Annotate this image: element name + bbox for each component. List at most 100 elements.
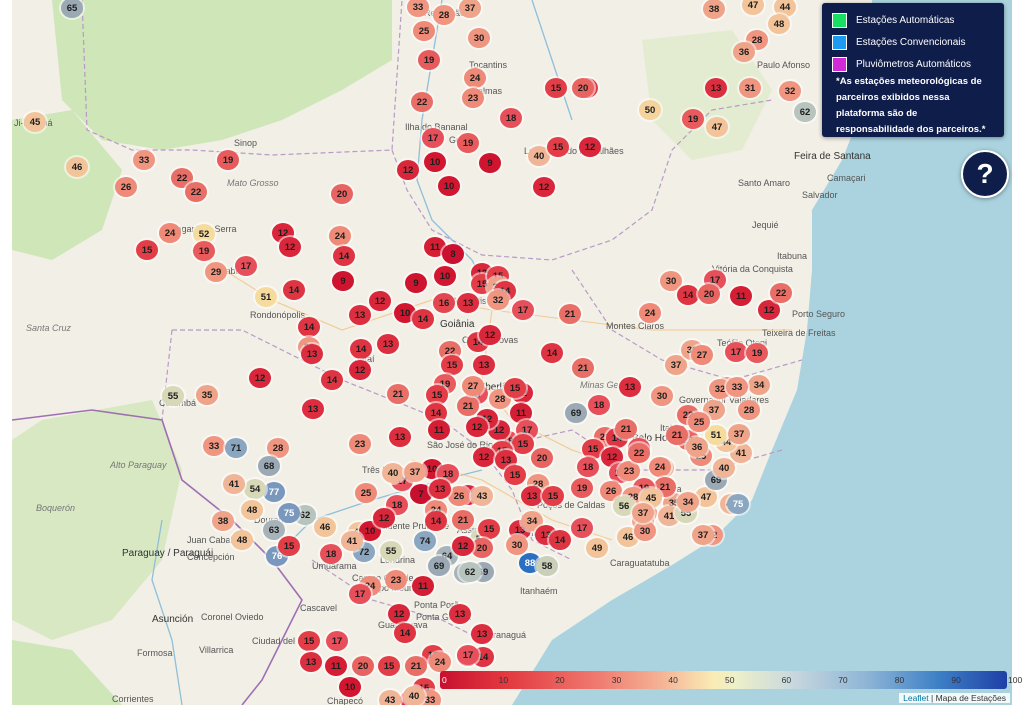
- station-marker[interactable]: 18: [500, 108, 522, 128]
- station-marker[interactable]: 30: [468, 28, 490, 48]
- station-marker[interactable]: 41: [223, 474, 245, 494]
- station-marker[interactable]: 19: [418, 50, 440, 70]
- station-marker[interactable]: 14: [549, 530, 571, 550]
- station-marker[interactable]: 37: [703, 400, 725, 420]
- station-marker[interactable]: 13: [300, 652, 322, 672]
- station-marker[interactable]: 21: [572, 358, 594, 378]
- station-marker[interactable]: 10: [339, 677, 361, 697]
- station-marker[interactable]: 52: [193, 224, 215, 244]
- station-marker[interactable]: 20: [698, 284, 720, 304]
- station-marker[interactable]: 11: [325, 656, 347, 676]
- station-marker[interactable]: 9: [332, 271, 354, 291]
- station-marker[interactable]: 37: [692, 525, 714, 545]
- station-marker[interactable]: 62: [794, 102, 816, 122]
- station-marker[interactable]: 41: [341, 531, 363, 551]
- station-marker[interactable]: 43: [379, 690, 401, 705]
- station-marker[interactable]: 32: [487, 290, 509, 310]
- station-marker[interactable]: 21: [452, 510, 474, 530]
- station-marker[interactable]: 17: [457, 645, 479, 665]
- station-marker[interactable]: 58: [536, 556, 558, 576]
- station-marker[interactable]: 37: [665, 355, 687, 375]
- station-marker[interactable]: 20: [352, 656, 374, 676]
- station-marker[interactable]: 15: [504, 378, 526, 398]
- station-marker[interactable]: 14: [412, 309, 434, 329]
- station-marker[interactable]: 15: [278, 536, 300, 556]
- station-marker[interactable]: 75: [727, 494, 749, 514]
- legend-item-conventional-stations[interactable]: Estações Convencionais: [832, 35, 966, 50]
- station-marker[interactable]: 41: [658, 506, 680, 526]
- station-marker[interactable]: 15: [478, 519, 500, 539]
- station-marker[interactable]: 23: [462, 88, 484, 108]
- station-marker[interactable]: 15: [512, 434, 534, 454]
- station-marker[interactable]: 40: [713, 458, 735, 478]
- station-marker[interactable]: 14: [425, 403, 447, 423]
- station-marker[interactable]: 30: [634, 521, 656, 541]
- station-marker[interactable]: 17: [235, 256, 257, 276]
- station-marker[interactable]: 21: [387, 384, 409, 404]
- station-marker[interactable]: 24: [429, 652, 451, 672]
- station-marker[interactable]: 15: [378, 656, 400, 676]
- station-marker[interactable]: 26: [115, 177, 137, 197]
- station-marker[interactable]: 14: [677, 285, 699, 305]
- station-marker[interactable]: 63: [263, 520, 285, 540]
- station-marker[interactable]: 13: [457, 293, 479, 313]
- station-marker[interactable]: 32: [709, 379, 731, 399]
- station-marker[interactable]: 19: [457, 133, 479, 153]
- station-marker[interactable]: 24: [639, 303, 661, 323]
- station-marker[interactable]: 17: [349, 584, 371, 604]
- station-marker[interactable]: 46: [314, 517, 336, 537]
- station-marker[interactable]: 28: [738, 400, 760, 420]
- station-marker[interactable]: 13: [301, 344, 323, 364]
- station-marker[interactable]: 13: [429, 479, 451, 499]
- station-marker[interactable]: 23: [385, 570, 407, 590]
- station-marker[interactable]: 36: [686, 437, 708, 457]
- station-marker[interactable]: 23: [618, 461, 640, 481]
- station-marker[interactable]: 69: [428, 556, 450, 576]
- station-marker[interactable]: 34: [521, 511, 543, 531]
- station-marker[interactable]: 75: [278, 503, 300, 523]
- station-marker[interactable]: 62: [459, 562, 481, 582]
- station-marker[interactable]: 22: [411, 92, 433, 112]
- station-marker[interactable]: 46: [617, 527, 639, 547]
- station-marker[interactable]: 47: [706, 117, 728, 137]
- station-marker[interactable]: 15: [542, 486, 564, 506]
- station-marker[interactable]: 74: [414, 531, 436, 551]
- station-marker[interactable]: 32: [779, 81, 801, 101]
- station-marker[interactable]: 12: [388, 604, 410, 624]
- station-marker[interactable]: 37: [728, 424, 750, 444]
- station-marker[interactable]: 37: [404, 462, 426, 482]
- station-marker[interactable]: 51: [705, 425, 727, 445]
- station-marker[interactable]: 21: [666, 425, 688, 445]
- station-marker[interactable]: 17: [512, 300, 534, 320]
- station-marker[interactable]: 25: [355, 483, 377, 503]
- station-marker[interactable]: 14: [425, 511, 447, 531]
- station-marker[interactable]: 56: [613, 496, 635, 516]
- station-marker[interactable]: 10: [438, 176, 460, 196]
- station-marker[interactable]: 11: [412, 576, 434, 596]
- station-marker[interactable]: 9: [405, 273, 427, 293]
- station-marker[interactable]: 19: [217, 150, 239, 170]
- station-marker[interactable]: 14: [333, 246, 355, 266]
- station-marker[interactable]: 55: [380, 541, 402, 561]
- station-marker[interactable]: 77: [263, 482, 285, 502]
- station-marker[interactable]: 17: [422, 128, 444, 148]
- station-marker[interactable]: 12: [373, 508, 395, 528]
- station-marker[interactable]: 11: [424, 237, 446, 257]
- station-marker[interactable]: 51: [255, 287, 277, 307]
- station-marker[interactable]: 68: [258, 456, 280, 476]
- station-marker[interactable]: 9: [479, 153, 501, 173]
- station-marker[interactable]: 12: [349, 360, 371, 380]
- station-marker[interactable]: 12: [397, 160, 419, 180]
- station-marker[interactable]: 46: [66, 157, 88, 177]
- station-marker[interactable]: 25: [413, 21, 435, 41]
- station-marker[interactable]: 41: [730, 443, 752, 463]
- station-marker[interactable]: 12: [479, 325, 501, 345]
- station-marker[interactable]: 10: [359, 521, 381, 541]
- station-marker[interactable]: 13: [449, 604, 471, 624]
- station-marker[interactable]: 14: [321, 370, 343, 390]
- station-marker[interactable]: 25: [688, 412, 710, 432]
- legend-item-automatic-stations[interactable]: Estações Automáticas: [832, 13, 954, 28]
- station-marker[interactable]: 8: [442, 244, 464, 264]
- station-marker[interactable]: 23: [349, 434, 371, 454]
- station-marker[interactable]: 12: [249, 368, 271, 388]
